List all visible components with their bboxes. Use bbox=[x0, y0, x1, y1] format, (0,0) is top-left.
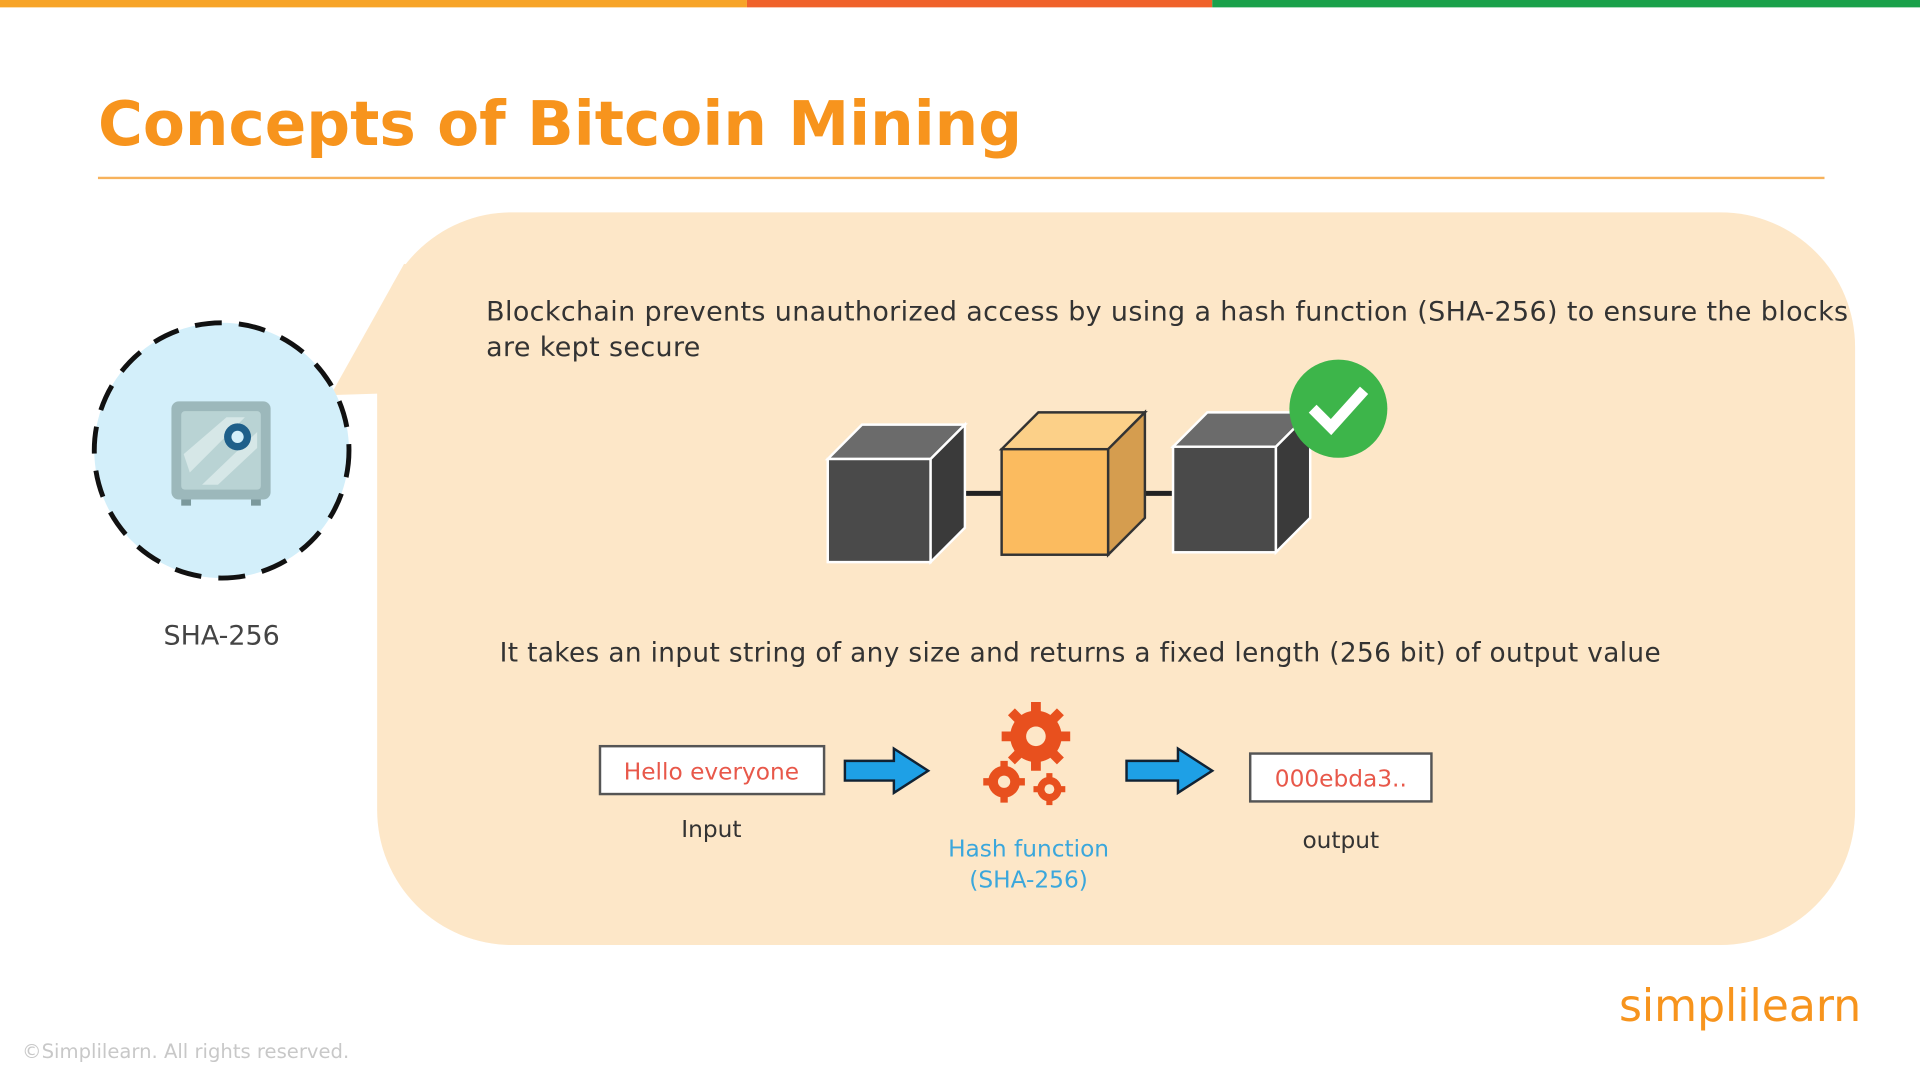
logo: simplilearn bbox=[1619, 981, 1861, 1032]
input-text: Hello everyone bbox=[624, 758, 799, 785]
paragraph: Blockchain prevents unauthorized access … bbox=[486, 297, 1849, 364]
paragraph-box: Blockchain prevents unauthorized access … bbox=[486, 297, 1849, 364]
copyright: ©Simplilearn. All rights reserved. bbox=[22, 1040, 349, 1063]
hash-label: (SHA-256) bbox=[969, 866, 1088, 893]
output-box bbox=[1248, 752, 1433, 803]
input-label: Input bbox=[681, 816, 741, 843]
top-bar bbox=[0, 0, 747, 8]
title: Concepts of Bitcoin Mining bbox=[98, 89, 1022, 160]
output-label: output bbox=[1302, 827, 1379, 854]
top-bar bbox=[746, 0, 1213, 8]
arrow bbox=[1125, 746, 1215, 796]
hash-label: Hash function bbox=[948, 836, 1109, 863]
paragraph: It takes an input string of any size and… bbox=[500, 638, 1661, 668]
safe-icon bbox=[171, 401, 271, 506]
arrow bbox=[843, 746, 931, 796]
input-box bbox=[598, 744, 826, 796]
icon-label: SHA-256 bbox=[163, 620, 279, 651]
top-bar bbox=[1212, 0, 1920, 8]
block-chain bbox=[824, 359, 1388, 566]
gears-icon bbox=[983, 702, 1071, 806]
output-text: 000ebda3.. bbox=[1275, 766, 1407, 793]
